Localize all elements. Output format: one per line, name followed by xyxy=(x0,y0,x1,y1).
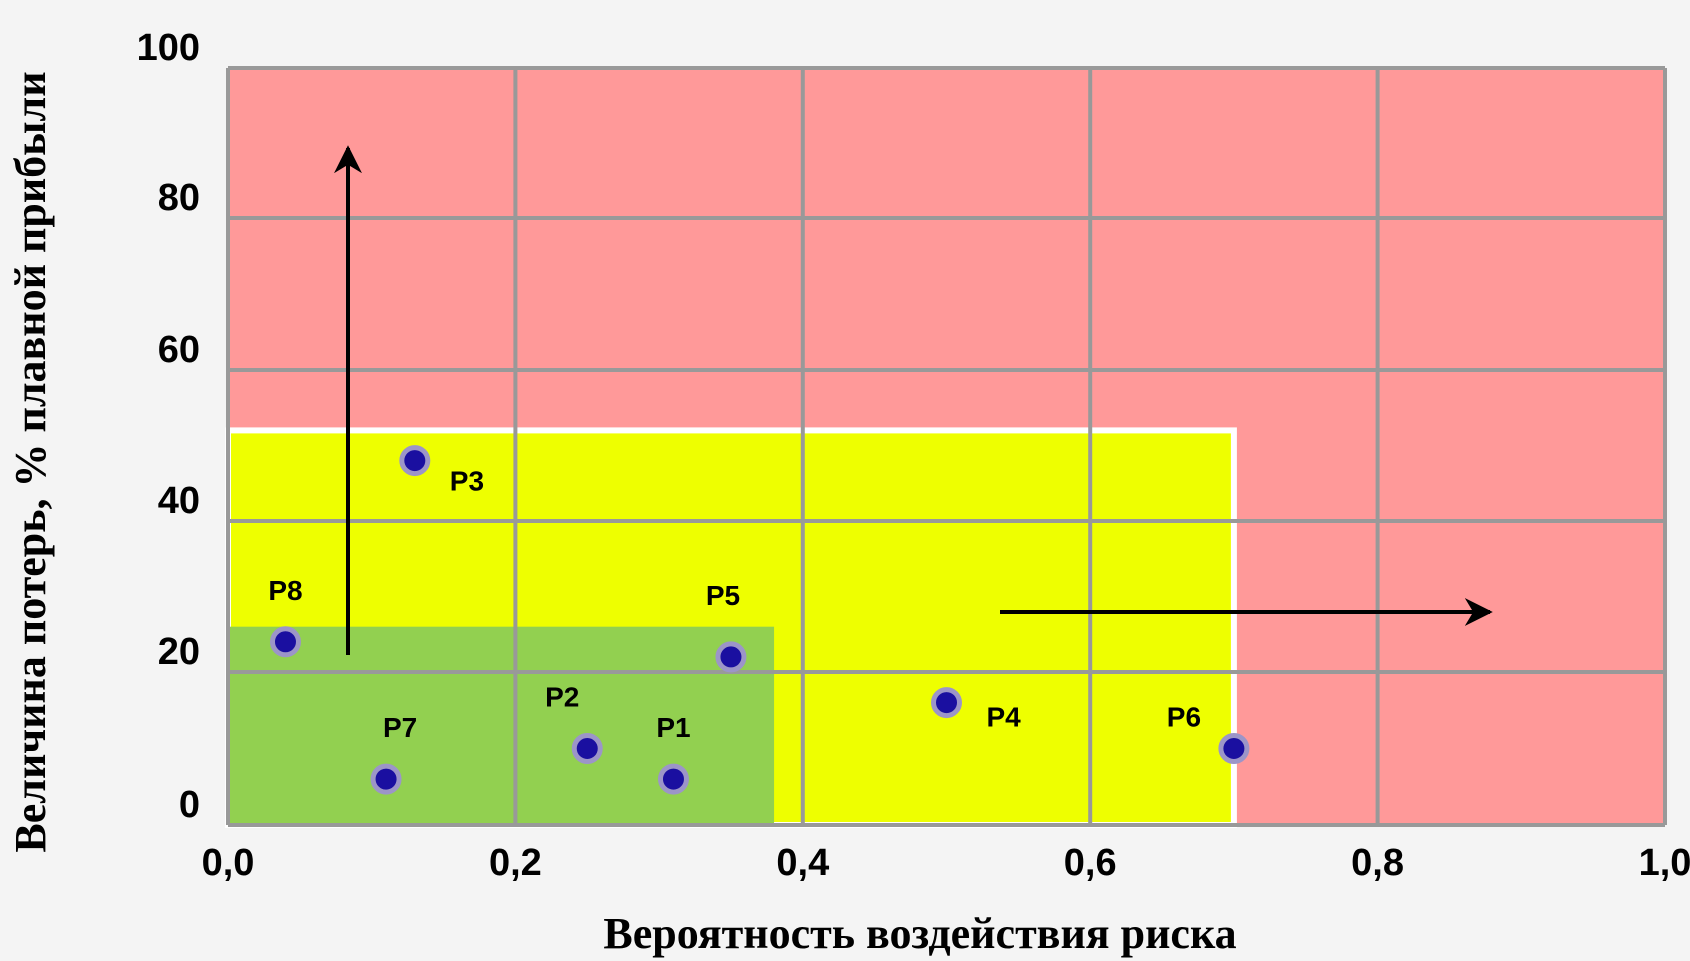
point-label-p8: P8 xyxy=(268,575,302,606)
x-axis-title: Вероятность воздействия риска xyxy=(603,909,1236,958)
x-tick-label: 0,8 xyxy=(1351,842,1404,884)
y-tick-label: 100 xyxy=(137,27,200,69)
data-point-p6 xyxy=(1218,733,1250,764)
y-tick-label: 60 xyxy=(158,329,200,371)
y-axis-title: Величина потерь, % плавной прибыли xyxy=(6,71,55,852)
x-tick-label: 0,4 xyxy=(776,842,829,884)
x-tick-label: 0,2 xyxy=(489,842,542,884)
point-label-p3: P3 xyxy=(450,466,484,497)
point-label-p2: P2 xyxy=(545,682,579,713)
point-label-p6: P6 xyxy=(1167,702,1201,733)
y-tick-label: 0 xyxy=(179,784,200,826)
data-point-p2 xyxy=(571,733,603,764)
data-point-p5 xyxy=(715,641,747,673)
point-label-p5: P5 xyxy=(706,580,740,611)
grid-lines xyxy=(226,66,1667,827)
data-point-p3 xyxy=(399,445,431,477)
point-label-p7: P7 xyxy=(383,712,417,743)
tick-labels: 0,0 0,2 0,4 0,6 0,8 1,0 0 20 40 60 80 100 xyxy=(137,27,1690,884)
x-tick-label: 1,0 xyxy=(1639,842,1690,884)
data-point-p4 xyxy=(931,687,962,719)
data-point-p7 xyxy=(370,763,402,795)
x-tick-label: 0,0 xyxy=(202,842,255,884)
point-label-p1: P1 xyxy=(656,712,690,743)
data-point-p1 xyxy=(657,763,689,795)
data-points: P1 P2 P3 P4 P5 P6 P7 P8 xyxy=(268,445,1250,795)
risk-zone-2 xyxy=(228,626,775,825)
y-tick-label: 20 xyxy=(158,631,200,673)
y-tick-label: 40 xyxy=(158,480,200,522)
point-label-p4: P4 xyxy=(987,702,1022,733)
direction-arrows xyxy=(334,145,1493,655)
x-tick-label: 0,6 xyxy=(1064,842,1117,884)
y-tick-label: 80 xyxy=(158,177,200,219)
data-point-p8 xyxy=(269,626,301,658)
